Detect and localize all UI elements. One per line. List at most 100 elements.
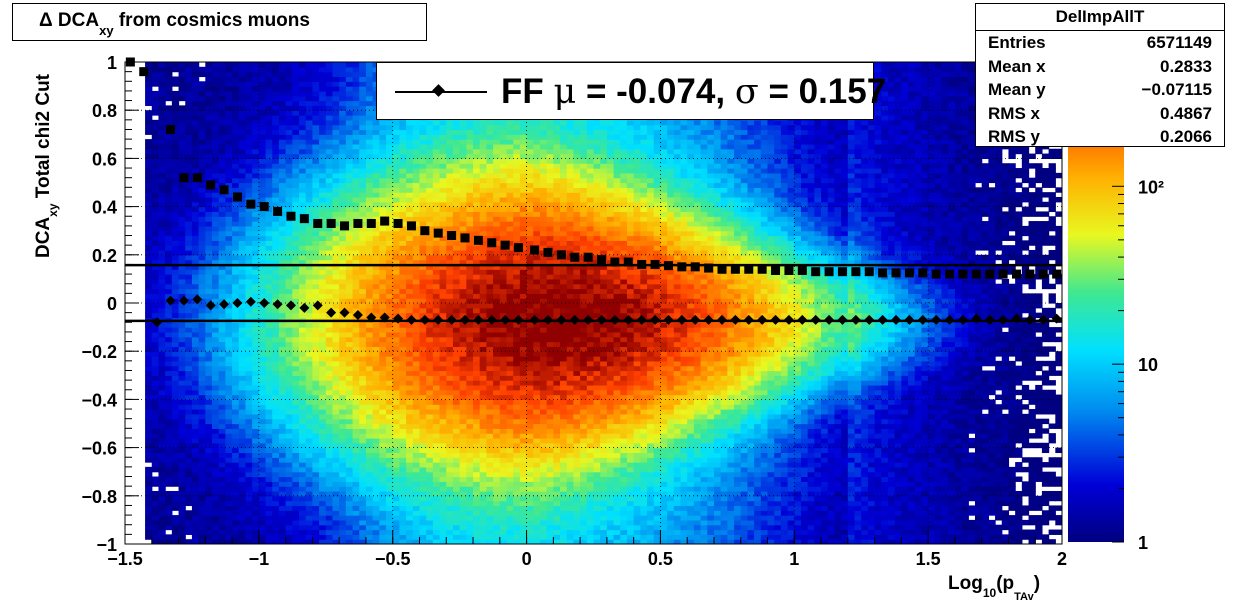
heatmap-cell: [145, 225, 153, 232]
heatmap-cell: [191, 153, 200, 159]
heatmap-cell: [446, 375, 454, 381]
heatmap-cell: [185, 341, 193, 347]
heatmap-cell: [145, 519, 153, 526]
heatmap-cell: [158, 225, 166, 232]
heatmap-cell: [399, 182, 407, 188]
heatmap-cell: [412, 196, 421, 203]
heatmap-cell: [171, 433, 180, 439]
heatmap-cell: [466, 148, 474, 155]
heatmap-cell: [225, 437, 233, 444]
heatmap-cell: [332, 490, 340, 497]
heatmap-cell: [252, 322, 260, 328]
heatmap-cell: [339, 418, 347, 425]
heatmap-cell: [158, 298, 166, 304]
heatmap-cell: [412, 158, 421, 164]
heatmap-cell: [212, 457, 220, 463]
heatmap-cell: [225, 529, 233, 535]
heatmap-cell: [372, 269, 380, 275]
heatmap-cell: [245, 225, 253, 232]
heatmap-cell: [165, 216, 173, 222]
heatmap-cell: [158, 356, 166, 362]
heatmap-cell: [406, 433, 414, 439]
heatmap-cell: [406, 519, 414, 526]
heatmap-cell: [252, 399, 260, 405]
heatmap-cell: [459, 182, 467, 188]
heatmap-cell: [325, 476, 334, 482]
heatmap-cell: [258, 365, 267, 372]
heatmap-cell: [225, 307, 233, 314]
heatmap-cell: [332, 452, 340, 458]
heatmap-cell: [258, 148, 267, 155]
heatmap-cell: [212, 519, 220, 526]
heatmap-cell: [245, 158, 253, 164]
heatmap-cell: [332, 423, 340, 429]
heatmap-cell: [225, 129, 233, 135]
heatmap-cell: [205, 529, 213, 535]
heatmap-cell: [278, 225, 287, 232]
heatmap-cell: [345, 298, 354, 304]
heatmap-cell: [325, 206, 334, 213]
heatmap-cell: [265, 481, 273, 487]
heatmap-cell: [439, 418, 447, 425]
heatmap-cell: [232, 201, 240, 208]
heatmap-cell: [406, 510, 414, 516]
heatmap-cell: [426, 312, 434, 319]
heatmap-cell: [171, 490, 180, 497]
heatmap-cell: [419, 196, 427, 203]
heatmap-cell: [212, 143, 220, 150]
heatmap-cell: [312, 230, 320, 237]
heatmap-cell: [272, 235, 280, 241]
heatmap-cell: [345, 187, 354, 193]
heatmap-cell: [352, 457, 360, 463]
heatmap-cell: [359, 139, 367, 145]
heatmap-cell: [352, 66, 360, 73]
heatmap-cell: [218, 356, 226, 362]
heatmap-cell: [171, 442, 180, 449]
heatmap-cell: [178, 529, 186, 535]
heatmap-cell: [292, 134, 300, 140]
heatmap-cell: [245, 153, 253, 159]
heatmap-cell: [185, 524, 193, 531]
heatmap-cell: [419, 331, 427, 338]
heatmap-cell: [352, 129, 360, 135]
heatmap-cell: [372, 433, 380, 439]
heatmap-cell: [426, 437, 434, 444]
heatmap-cell: [352, 428, 360, 434]
heatmap-cell: [406, 129, 414, 135]
heatmap-cell: [258, 510, 267, 516]
heatmap-cell: [185, 490, 193, 497]
heatmap-cell: [399, 380, 407, 386]
heatmap-cell: [292, 259, 300, 266]
heatmap-cell: [386, 187, 394, 193]
heatmap-cell: [151, 187, 160, 193]
heatmap-cell: [145, 500, 153, 507]
heatmap-cell: [232, 389, 240, 396]
heatmap-cell: [171, 62, 180, 68]
heatmap-cell: [258, 524, 267, 531]
heatmap-cell: [165, 442, 173, 449]
heatmap-cell: [452, 293, 461, 299]
heatmap-cell: [352, 148, 360, 155]
heatmap-cell: [332, 259, 340, 266]
heatmap-cell: [178, 139, 186, 145]
heatmap-cell: [312, 177, 320, 184]
heatmap-cell: [238, 486, 247, 492]
heatmap-cell: [432, 529, 441, 535]
heatmap-cell: [299, 351, 307, 357]
heatmap-cell: [292, 428, 300, 434]
heatmap-cell: [339, 505, 347, 511]
heatmap-cell: [225, 360, 233, 367]
heatmap-cell: [459, 490, 467, 497]
heatmap-cell: [365, 303, 374, 309]
heatmap-cell: [412, 298, 421, 304]
heatmap-cell: [272, 269, 280, 275]
heatmap-cell: [466, 423, 474, 429]
heatmap-cell: [292, 62, 300, 68]
heatmap-cell: [145, 490, 153, 497]
heatmap-cell: [365, 249, 374, 256]
heatmap-cell: [145, 346, 153, 352]
heatmap-cell: [466, 254, 474, 261]
heatmap-cell: [359, 471, 367, 478]
heatmap-cell: [479, 534, 488, 540]
heatmap-cell: [426, 365, 434, 372]
